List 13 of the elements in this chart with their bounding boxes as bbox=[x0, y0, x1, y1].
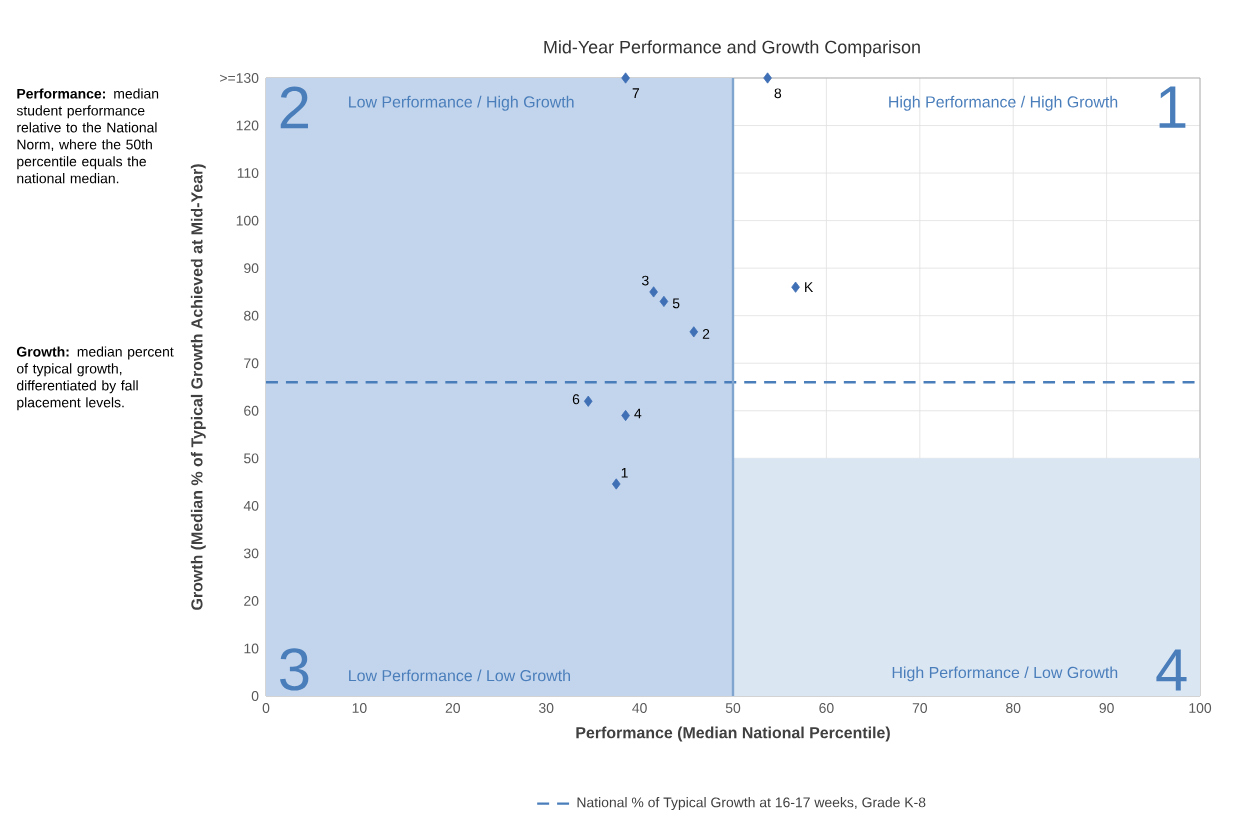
point bbox=[611, 478, 621, 490]
point bbox=[583, 395, 593, 407]
point bbox=[791, 281, 800, 293]
annotation: 3 bbox=[280, 648, 309, 691]
point bbox=[659, 295, 669, 308]
annotation: 1 bbox=[1159, 86, 1186, 128]
point bbox=[621, 72, 630, 84]
point bbox=[763, 72, 772, 84]
annotation: 2 bbox=[280, 86, 308, 129]
point bbox=[689, 326, 699, 338]
point bbox=[649, 286, 658, 298]
chart-title: Mid-Year Performance and Growth Comparison bbox=[544, 40, 920, 57]
annotation: 4 bbox=[1156, 649, 1187, 691]
